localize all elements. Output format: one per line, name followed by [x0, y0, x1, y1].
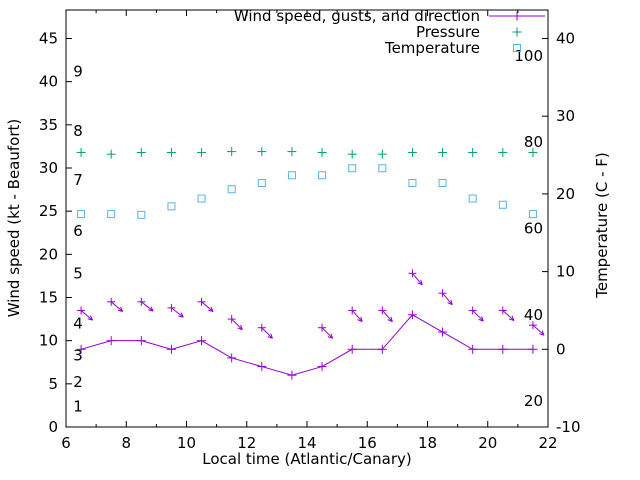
tick-labels: 6 8 10 12 14 16 18 20 22051015202530354045-10010… [39, 29, 581, 452]
legend-label-temperature: Temperature [384, 39, 480, 57]
svg-text:25: 25 [39, 202, 58, 220]
svg-text:10: 10 [556, 263, 575, 281]
svg-text:10: 10 [39, 332, 58, 350]
legend-item-wind: Wind speed, gusts, and direction [233, 7, 546, 25]
svg-text:20: 20 [524, 392, 543, 410]
svg-text:20: 20 [556, 185, 575, 203]
svg-text:1: 1 [73, 397, 83, 415]
svg-text:15: 15 [39, 288, 58, 306]
pressure-series [76, 147, 538, 159]
svg-text:5: 5 [73, 264, 83, 282]
svg-text:0: 0 [48, 418, 58, 436]
legend-label-pressure: Pressure [415, 23, 480, 41]
legend-item-pressure: Pressure [234, 23, 546, 41]
svg-text:7: 7 [73, 171, 83, 189]
svg-text:14: 14 [297, 434, 316, 452]
svg-text:60: 60 [524, 219, 543, 237]
svg-text:22: 22 [538, 434, 557, 452]
legend-sample-pressure-icon [488, 26, 546, 38]
svg-text:35: 35 [39, 116, 58, 134]
svg-text:40: 40 [556, 29, 575, 47]
svg-text:20: 20 [478, 434, 497, 452]
axes [65, 9, 549, 428]
svg-text:6: 6 [73, 222, 83, 240]
svg-text:30: 30 [556, 107, 575, 125]
y-right-axis-title: Temperature (C - F) [593, 152, 611, 298]
legend-label-wind: Wind speed, gusts, and direction [233, 7, 480, 25]
svg-text:2: 2 [73, 373, 83, 391]
svg-text:3: 3 [73, 346, 83, 364]
legend-sample-temperature-icon [488, 42, 546, 54]
legend-item-temperature: Temperature [234, 39, 546, 57]
svg-text:12: 12 [237, 434, 256, 452]
svg-text:45: 45 [39, 29, 58, 47]
temperature-series [77, 164, 537, 219]
svg-text:16: 16 [358, 434, 377, 452]
svg-text:100: 100 [514, 47, 543, 65]
svg-text:18: 18 [418, 434, 437, 452]
legend-sample-wind-icon [488, 10, 546, 22]
svg-text:8: 8 [121, 434, 131, 452]
x-axis-title: Local time (Atlantic/Canary) [202, 450, 412, 468]
svg-text:20: 20 [39, 245, 58, 263]
svg-text:0: 0 [556, 340, 566, 358]
wind-gust-arrows [77, 269, 545, 339]
svg-text:80: 80 [524, 133, 543, 151]
wind-speed-series [76, 310, 538, 380]
svg-text:-10: -10 [556, 418, 581, 436]
svg-text:6: 6 [61, 434, 71, 452]
y-left-axis-title: Wind speed (kt - Beaufort) [5, 118, 23, 318]
svg-text:30: 30 [39, 159, 58, 177]
svg-text:8: 8 [73, 122, 83, 140]
svg-text:9: 9 [73, 62, 83, 80]
legend: Wind speed, gusts, and direction Pressur… [233, 7, 546, 57]
svg-text:40: 40 [524, 306, 543, 324]
svg-text:5: 5 [48, 375, 58, 393]
svg-text:4: 4 [73, 314, 83, 332]
svg-text:40: 40 [39, 73, 58, 91]
svg-text:10: 10 [177, 434, 196, 452]
